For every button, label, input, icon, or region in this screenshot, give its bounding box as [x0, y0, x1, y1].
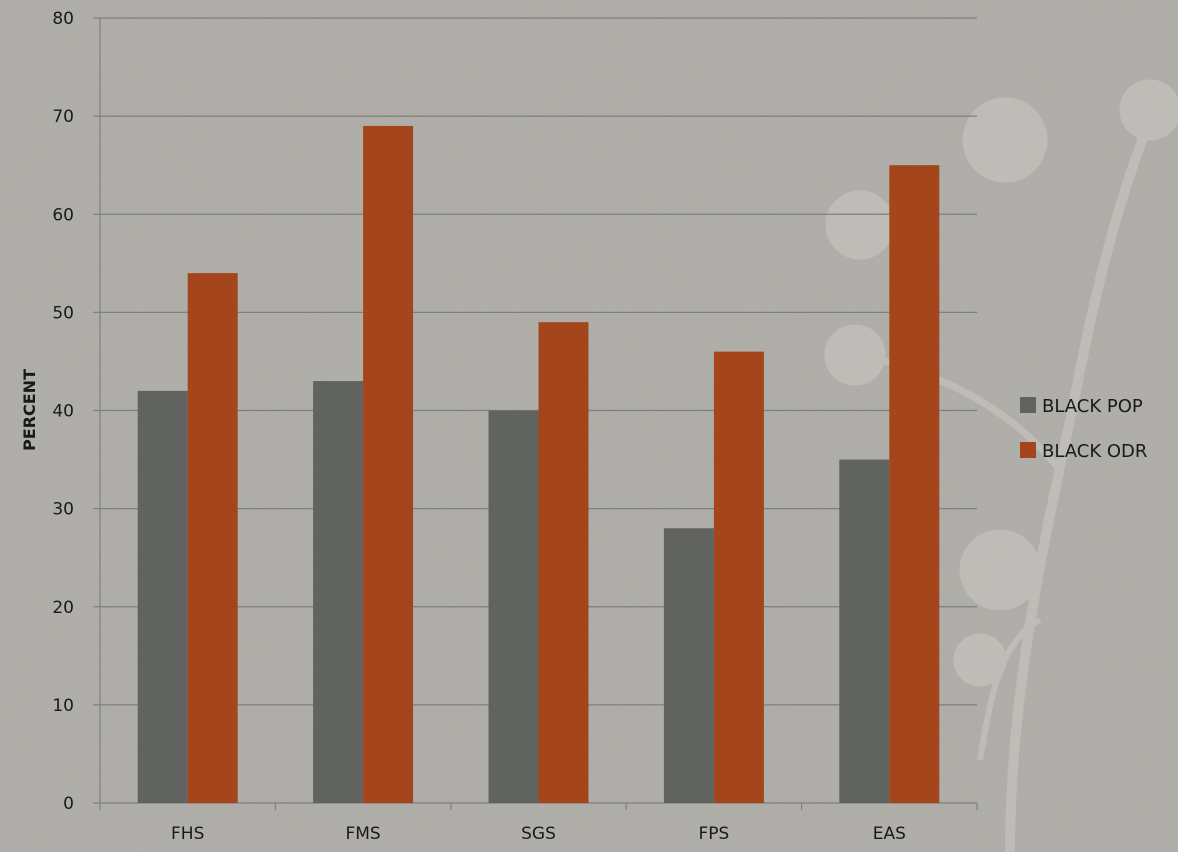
y-tick-label: 80 — [52, 9, 74, 29]
x-tick-label: SGS — [521, 824, 556, 844]
bar-black-pop-fps — [663, 528, 714, 803]
bar-black-pop-fhs — [137, 390, 188, 803]
y-tick-label: 60 — [52, 205, 74, 225]
bar-black-odr-eas — [889, 165, 940, 803]
y-axis-label: PERCENT — [20, 369, 39, 451]
y-tick-label: 50 — [52, 303, 74, 323]
bar-black-pop-sgs — [488, 410, 539, 803]
bar-black-pop-fms — [313, 381, 364, 803]
y-tick-label: 20 — [52, 598, 74, 618]
bar-black-odr-fhs — [187, 273, 238, 803]
legend-swatch — [1020, 397, 1036, 413]
x-tick-label: FHS — [171, 824, 204, 844]
y-tick-label: 40 — [52, 402, 74, 422]
y-tick-label: 0 — [63, 794, 74, 814]
legend: BLACK POP BLACK ODR — [1020, 396, 1147, 462]
y-tick-label: 10 — [52, 696, 74, 716]
x-tick-labels: FHS FMS SGS FPS EAS — [171, 824, 906, 844]
y-tick-label: 30 — [52, 500, 74, 520]
decorative-plant-watermark — [824, 79, 1178, 852]
legend-label: BLACK POP — [1042, 396, 1143, 417]
x-tick-label: FPS — [698, 824, 729, 844]
legend-label: BLACK ODR — [1042, 441, 1147, 462]
bar-black-odr-sgs — [538, 322, 589, 803]
bar-black-odr-fms — [363, 125, 414, 803]
y-tick-label: 70 — [52, 107, 74, 127]
x-tick-label: FMS — [345, 824, 380, 844]
bar-black-odr-fps — [713, 351, 764, 803]
bar-black-pop-eas — [839, 459, 890, 803]
y-tick-labels: 0 10 20 30 40 50 60 70 80 — [52, 9, 74, 814]
legend-swatch — [1020, 442, 1036, 458]
bars — [137, 125, 940, 803]
x-tick-label: EAS — [873, 824, 906, 844]
